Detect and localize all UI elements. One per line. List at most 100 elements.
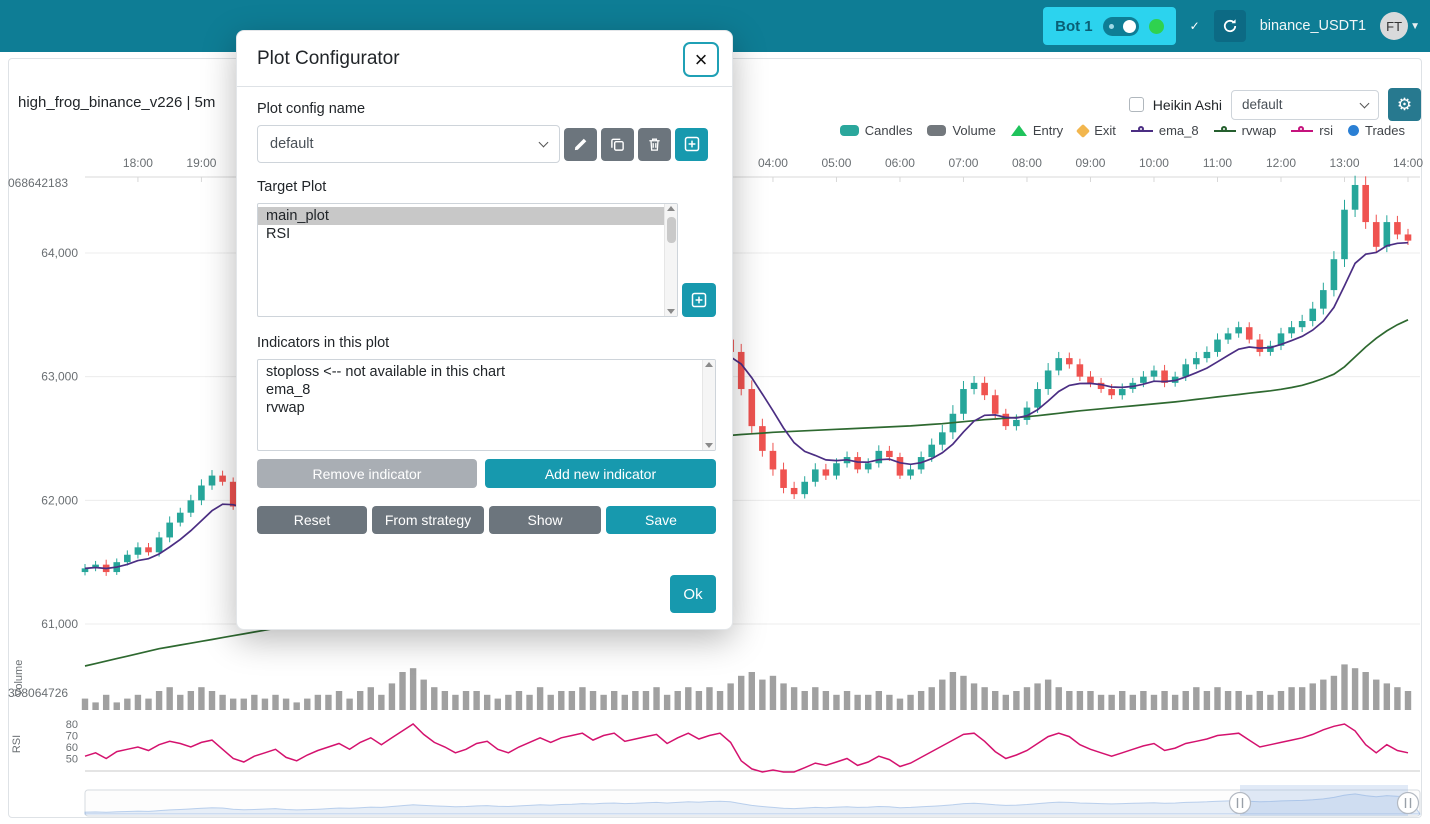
reset-button[interactable]: Reset xyxy=(257,506,367,534)
svg-text:12:00: 12:00 xyxy=(1266,156,1296,170)
rvwap-line-icon xyxy=(1213,125,1236,132)
target-plot-item[interactable]: main_plot xyxy=(258,207,665,225)
volume-bars xyxy=(81,664,1412,710)
heikin-ashi-checkbox[interactable] xyxy=(1128,97,1144,112)
legend-item-volume[interactable]: Volume xyxy=(927,123,996,138)
svg-text:80: 80 xyxy=(66,719,78,731)
ok-button[interactable]: Ok xyxy=(670,575,716,613)
svg-text:64,000: 64,000 xyxy=(41,246,78,260)
indicator-item[interactable]: rvwap xyxy=(266,400,305,416)
heikin-ashi-label: Heikin Ashi xyxy=(1152,96,1222,113)
datazoom-handle-right[interactable] xyxy=(1396,791,1420,815)
scroll-up-icon[interactable] xyxy=(705,362,713,367)
svg-text:10:00: 10:00 xyxy=(1139,156,1169,170)
svg-text:70: 70 xyxy=(66,731,78,743)
svg-text:RSI: RSI xyxy=(11,735,23,753)
svg-text:04:00: 04:00 xyxy=(758,156,788,170)
svg-text:13:00: 13:00 xyxy=(1329,156,1359,170)
svg-text:61,000: 61,000 xyxy=(41,617,78,631)
reload-icon xyxy=(1223,19,1236,33)
svg-text:07:00: 07:00 xyxy=(948,156,978,170)
exchange-account-label: binance_USDT1 xyxy=(1259,18,1367,34)
show-button[interactable]: Show xyxy=(489,506,601,534)
plot-config-select-value: default xyxy=(1242,97,1283,112)
scroll-down-icon[interactable] xyxy=(705,443,713,448)
legend-item-rsi[interactable]: rsi xyxy=(1291,123,1333,138)
rename-config-button[interactable] xyxy=(564,127,597,161)
svg-text:06:00: 06:00 xyxy=(885,156,915,170)
target-plot-listbox[interactable]: main_plot RSI xyxy=(257,203,679,317)
plot-config-name-value: default xyxy=(270,136,314,152)
plot-config-name-select[interactable]: default xyxy=(257,125,560,163)
chart-pair-title: high_frog_binance_v226 | 5m xyxy=(18,94,216,111)
bot-status-dot xyxy=(1148,18,1164,34)
rsi-line xyxy=(84,723,1409,773)
indicators-label: Indicators in this plot xyxy=(257,335,390,351)
copy-icon xyxy=(611,138,624,151)
ema_8-line-icon xyxy=(1130,125,1153,132)
trash-icon xyxy=(649,138,660,151)
scrollbar[interactable] xyxy=(664,204,678,316)
add-plot-button[interactable] xyxy=(682,283,716,317)
trades-circle-icon xyxy=(1348,125,1360,136)
duplicate-config-button[interactable] xyxy=(601,127,634,161)
svg-text:09:00: 09:00 xyxy=(1075,156,1105,170)
legend-item-candles[interactable]: Candles xyxy=(839,123,912,138)
svg-text:308064726: 308064726 xyxy=(8,686,68,700)
plus-square-icon xyxy=(691,292,707,308)
svg-text:14:00: 14:00 xyxy=(1393,156,1423,170)
plot-settings-button[interactable]: ⚙ xyxy=(1388,88,1421,121)
volume-icon xyxy=(927,125,947,136)
bot-ok-icon: ✓ xyxy=(1189,19,1200,33)
pencil-icon xyxy=(574,138,587,150)
svg-text:19:00: 19:00 xyxy=(186,156,216,170)
legend-item-entry[interactable]: Entry xyxy=(1010,123,1063,138)
legend-item-rvwap[interactable]: rvwap xyxy=(1213,123,1276,138)
plot-config-select[interactable]: default xyxy=(1231,89,1379,120)
delete-config-button[interactable] xyxy=(638,127,671,161)
indicator-item[interactable]: ema_8 xyxy=(266,382,311,398)
svg-text:Volume: Volume xyxy=(13,660,25,697)
datazoom-handle-left[interactable] xyxy=(1228,791,1252,815)
scroll-down-icon[interactable] xyxy=(667,309,676,314)
scroll-up-icon[interactable] xyxy=(667,206,676,211)
user-menu[interactable]: FT ▼ xyxy=(1380,12,1420,40)
bot-online-toggle[interactable] xyxy=(1102,16,1139,36)
add-config-button[interactable] xyxy=(675,127,708,161)
plus-square-icon xyxy=(684,136,699,152)
target-plot-label: Target Plot xyxy=(257,179,327,195)
reload-button[interactable] xyxy=(1213,10,1246,42)
chevron-down-icon xyxy=(1359,98,1370,108)
entry-triangle-icon xyxy=(1010,125,1027,136)
target-plot-item[interactable]: RSI xyxy=(266,226,291,242)
scrollbar[interactable] xyxy=(702,360,715,450)
avatar: FT xyxy=(1380,12,1409,40)
legend-item-trades[interactable]: Trades xyxy=(1348,123,1405,138)
svg-text:63,000: 63,000 xyxy=(41,370,78,384)
from-strategy-button[interactable]: From strategy xyxy=(372,506,484,534)
add-indicator-button[interactable]: Add new indicator xyxy=(485,459,716,488)
bot-selector[interactable]: Bot 1 xyxy=(1043,7,1176,45)
svg-text:08:00: 08:00 xyxy=(1012,156,1042,170)
indicator-item[interactable]: stoploss <-- not available in this chart xyxy=(266,364,505,380)
datazoom-slider[interactable] xyxy=(84,785,1421,817)
exit-diamond-icon xyxy=(1076,123,1091,138)
rsi-line-icon xyxy=(1291,125,1314,132)
svg-text:18:00: 18:00 xyxy=(123,156,153,170)
close-button[interactable]: × xyxy=(683,42,719,77)
gear-icon: ⚙ xyxy=(1396,94,1413,114)
indicators-listbox[interactable]: stoploss <-- not available in this chart… xyxy=(257,359,716,451)
chevron-down-icon xyxy=(538,137,549,148)
svg-text:05:00: 05:00 xyxy=(821,156,851,170)
svg-text:60: 60 xyxy=(66,742,78,754)
legend-item-ema_8[interactable]: ema_8 xyxy=(1130,123,1199,138)
remove-indicator-button[interactable]: Remove indicator xyxy=(257,459,477,488)
plot-config-name-label: Plot config name xyxy=(257,101,366,117)
legend-item-exit[interactable]: Exit xyxy=(1076,123,1116,138)
datazoom-selection[interactable] xyxy=(1240,785,1408,816)
svg-text:50: 50 xyxy=(66,754,78,766)
close-icon: × xyxy=(694,46,708,72)
save-button[interactable]: Save xyxy=(606,506,716,534)
candles-icon xyxy=(839,125,859,136)
